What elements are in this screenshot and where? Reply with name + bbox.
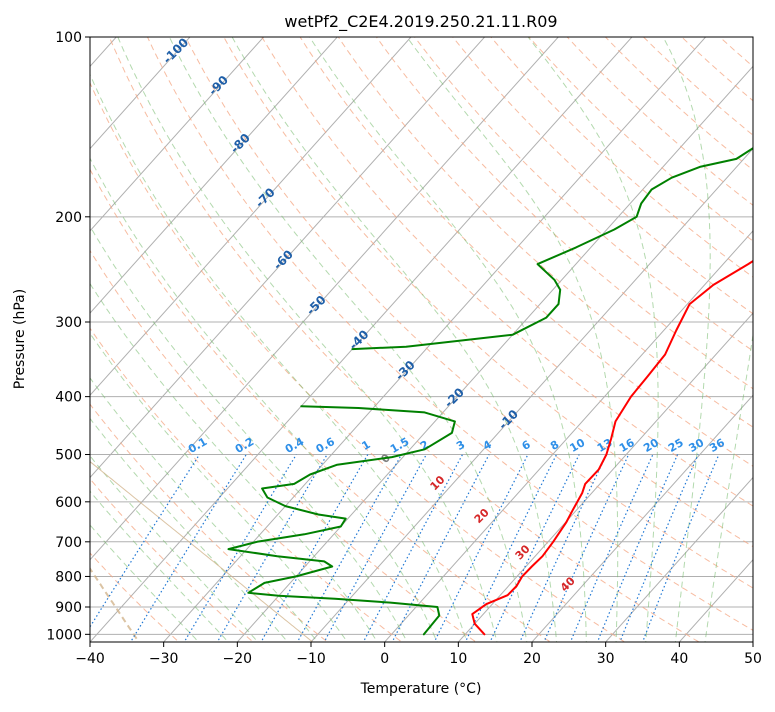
x-axis-label: Temperature (°C) [360, 681, 482, 697]
chart-title: wetPf2_C2E4.2019.250.21.11.R09 [284, 12, 557, 32]
x-tick-label: −20 [223, 651, 253, 667]
y-tick-label: 600 [55, 495, 82, 511]
y-tick-label: 400 [55, 390, 82, 406]
x-tick-label: −30 [149, 651, 179, 667]
y-tick-label: 800 [55, 569, 82, 585]
y-tick-label: 200 [55, 210, 82, 226]
x-tick-label: −40 [75, 651, 105, 667]
x-tick-label: 10 [449, 651, 467, 667]
x-tick-label: −10 [296, 651, 326, 667]
y-axis-label: Pressure (hPa) [12, 289, 28, 389]
y-tick-label: 700 [55, 535, 82, 551]
y-tick-label: 300 [55, 315, 82, 331]
x-tick-label: 30 [597, 651, 615, 667]
x-tick-label: 0 [380, 651, 389, 667]
x-tick-label: 40 [670, 651, 688, 667]
y-tick-label: 500 [55, 448, 82, 464]
y-tick-label: 1000 [46, 627, 82, 643]
x-tick-label: 20 [523, 651, 541, 667]
y-tick-label: 900 [55, 600, 82, 616]
y-tick-label: 100 [55, 30, 82, 46]
x-tick-label: 50 [744, 651, 762, 667]
